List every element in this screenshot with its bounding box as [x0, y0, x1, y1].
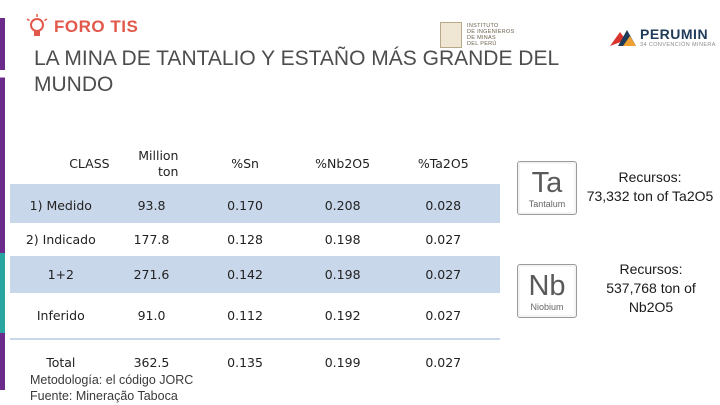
perumin-name: PERUMIN — [640, 26, 709, 42]
table-row: Total 362.5 0.135 0.199 0.027 — [10, 339, 500, 385]
header-class: CLASS — [10, 143, 112, 187]
table-row: 1) Medido 93.8 0.170 0.208 0.028 — [10, 185, 500, 223]
niobium-element-tile: Nb Niobium — [517, 264, 577, 318]
header-sn: %Sn — [191, 143, 299, 187]
perumin-mountain-icon — [610, 30, 636, 46]
table-row: 2) Indicado 177.8 0.128 0.198 0.027 — [10, 223, 500, 258]
slide-title: LA MINA DE TANTALIO Y ESTAÑO MÁS GRANDE … — [34, 47, 559, 96]
source-line: Fuente: Mineração Taboca — [30, 389, 178, 403]
perumin-logo: PERUMIN 34 CONVENCIÓN MINERA — [610, 26, 716, 48]
niobium-symbol: Nb — [528, 270, 566, 302]
resources-table: CLASS Million ton %Sn %Nb2O5 %Ta2O5 1) M… — [10, 143, 500, 385]
table-row: Inferido 91.0 0.112 0.192 0.027 — [10, 292, 500, 340]
lightbulb-icon — [26, 14, 48, 40]
niobium-resources: Recursos: 537,768 ton of Nb2O5 — [606, 261, 696, 315]
iip-text: INSTITUTO DE INGENIEROS DE MINAS DEL PER… — [467, 23, 515, 47]
tantalum-name: Tantalum — [528, 199, 566, 209]
left-accent-bar — [0, 18, 5, 390]
header-ta2o5: %Ta2O5 — [386, 143, 500, 187]
niobium-name: Niobium — [530, 302, 564, 312]
source-note: Metodología: el código JORC Fuente: Mine… — [30, 372, 193, 404]
iip-emblem-icon — [440, 22, 462, 48]
methodology-line: Metodología: el código JORC — [30, 373, 194, 387]
foro-tis-text: FORO TIS — [54, 17, 139, 36]
perumin-subtitle: 34 CONVENCIÓN MINERA — [640, 42, 716, 48]
iip-logo: INSTITUTO DE INGENIEROS DE MINAS DEL PER… — [440, 22, 515, 48]
header-nb2o5: %Nb2O5 — [298, 143, 387, 187]
tantalum-element-tile: Ta Tantalum — [517, 161, 577, 215]
foro-tis-logo: FORO TIS — [26, 14, 138, 40]
table-header-row: CLASS Million ton %Sn %Nb2O5 %Ta2O5 — [10, 143, 500, 187]
header-million-ton: Million ton — [111, 143, 192, 187]
table-row: 1+2 271.6 0.142 0.198 0.027 — [10, 257, 500, 293]
tantalum-resources: Recursos: 73,332 ton of Ta2O5 — [586, 169, 714, 204]
tantalum-symbol: Ta — [531, 167, 563, 199]
